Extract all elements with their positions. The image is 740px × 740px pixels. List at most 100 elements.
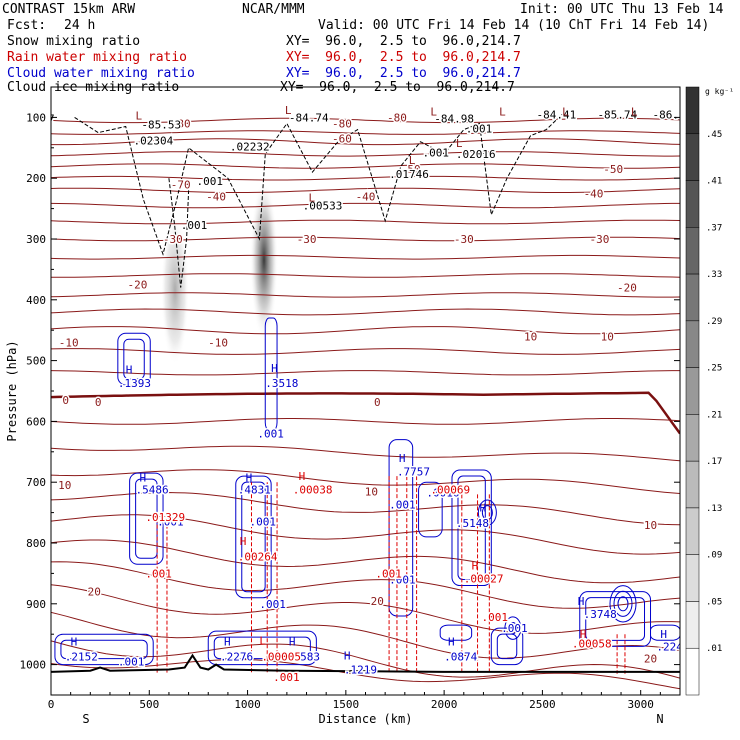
temperature-label: -40	[584, 187, 604, 200]
rain-value: .001	[375, 567, 402, 580]
colorbar-swatch	[685, 554, 700, 602]
cloud-ice-value: -84.41	[537, 108, 577, 121]
temperature-label: 20	[371, 595, 384, 608]
isotherm-line	[51, 445, 680, 462]
cloud-water-value: .3583	[287, 651, 320, 664]
cloud-water-contour	[264, 317, 278, 432]
cloud-water-value: .5148	[456, 517, 489, 530]
high-marker: H	[480, 502, 487, 515]
rain-value: .01329	[145, 511, 185, 524]
field-name-snow: Snow mixing ratio	[7, 34, 141, 49]
isotherm-line	[51, 254, 680, 260]
isotherm-line	[51, 292, 680, 298]
cloud-water-contour	[481, 505, 493, 521]
temperature-label: -50	[603, 163, 623, 176]
rain-value: .00069	[430, 483, 470, 496]
org-label: NCAR/MMM	[242, 2, 305, 17]
cloud-water-contour	[60, 639, 148, 660]
cloud-water-contour	[117, 332, 151, 386]
colorbar-label: .01	[706, 644, 722, 654]
cloud-ice-value: .02304	[134, 135, 174, 148]
temperature-label: -40	[206, 190, 226, 203]
valid-time: Valid: 00 UTC Fri 14 Feb 14 (10 ChT Fri …	[318, 18, 710, 33]
x-tick-label: 1500	[333, 698, 360, 711]
freezing-level-line	[51, 391, 680, 435]
low-marker: L	[631, 105, 638, 118]
isotherm-line	[51, 219, 680, 225]
isotherm-line	[51, 469, 680, 494]
isotherm-line	[51, 418, 680, 425]
low-marker: L	[285, 104, 292, 117]
colorbar-swatch	[685, 414, 700, 462]
x-tick-label: 1000	[234, 698, 261, 711]
y-tick-label: 300	[26, 233, 46, 246]
cloud-water-value: .0016	[426, 487, 459, 500]
cloud-water-value: .2276	[220, 651, 253, 664]
temperature-label: -20	[617, 282, 637, 295]
fcst-value: 24 h	[64, 18, 96, 33]
rain-value: .00038	[293, 483, 333, 496]
temperature-label: 10	[644, 519, 657, 532]
cloud-water-value: .001	[118, 656, 145, 669]
temperature-label: 0	[374, 396, 381, 409]
cloud-ice-value: .001	[466, 122, 493, 135]
isotherm-line	[51, 640, 680, 679]
cloud-water-value: .001	[250, 516, 277, 529]
cloud-water-value: .3748	[584, 608, 617, 621]
cloud-water-value: .001	[157, 516, 184, 529]
cloud-water-contour	[418, 481, 443, 538]
cloud-water-contour	[451, 469, 492, 587]
isotherm-line	[51, 202, 680, 209]
temperature-label: 20	[644, 653, 657, 666]
snow-plume-west	[161, 215, 189, 365]
cloud-ice-contour	[168, 178, 190, 288]
cloud-water-value: .3518	[265, 377, 298, 390]
x-tick-label: 500	[139, 698, 159, 711]
colorbar-swatch	[685, 320, 700, 368]
cloud-water-contour	[241, 481, 266, 593]
high-marker: H	[139, 471, 146, 484]
rain-value: .00058	[572, 637, 612, 650]
isotherm-line	[51, 117, 680, 124]
y-tick-label: 400	[26, 294, 46, 307]
y-tick-label: 700	[26, 476, 46, 489]
cloud-water-value: .001	[389, 573, 416, 586]
init-time: Init: 00 UTC Thu 13 Feb 14	[520, 2, 724, 17]
cloud-water-contour	[213, 636, 311, 660]
south-label: S	[82, 712, 89, 726]
colorbar-swatch	[685, 460, 700, 509]
cloud-water-contour	[123, 338, 145, 380]
cloud-ice-value: .01746	[389, 168, 429, 181]
high-marker: H	[71, 635, 78, 648]
colorbar-label: .05	[706, 597, 722, 607]
isotherm-line	[51, 348, 680, 355]
cloud-ice-value: -85.53	[141, 119, 181, 132]
cloud-ice-value: .001	[423, 147, 450, 160]
high-marker: H	[578, 595, 585, 608]
y-tick-label: 900	[26, 598, 46, 611]
snow-shading	[161, 180, 278, 365]
cloud-water-value: .4831	[238, 483, 271, 496]
field-name-rain: Rain water mixing ratio	[7, 50, 188, 65]
cloud-water-contour	[508, 622, 518, 635]
cloud-water-contour	[613, 590, 633, 617]
isotherm-line	[51, 187, 680, 193]
field-name-cloud-water: Cloud water mixing ratio	[7, 66, 195, 81]
colorbar-label: .37	[706, 223, 722, 233]
temperature-label: -20	[128, 279, 148, 292]
low-marker: L	[562, 105, 569, 118]
temperature-label: -40	[356, 190, 376, 203]
temperature-label: 10	[58, 479, 71, 492]
colorbar-label: .13	[706, 504, 722, 514]
cloud-water-value: .0874	[444, 651, 477, 664]
rain-value: .00027	[464, 572, 504, 585]
high-marker: H	[271, 362, 278, 375]
terrain-line	[51, 653, 680, 673]
cloud-water-value: .001	[389, 499, 416, 512]
temperature-label: 0	[95, 396, 102, 409]
temperature-label: -70	[171, 178, 191, 191]
colorbar-swatch	[685, 507, 700, 555]
isotherm-line	[51, 138, 680, 146]
isotherm-line	[51, 370, 680, 376]
cloud-ice-value: .02016	[456, 148, 496, 161]
